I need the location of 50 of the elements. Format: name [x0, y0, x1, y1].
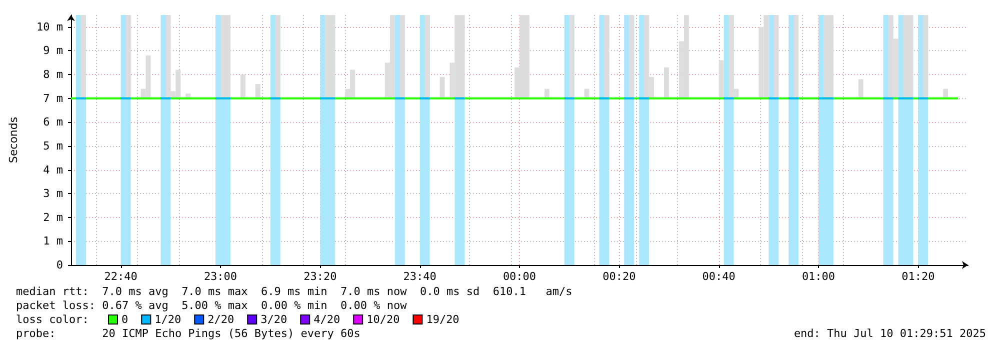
x-tick-label: 23:00: [204, 270, 238, 283]
bar: [126, 15, 131, 98]
bar: [718, 60, 724, 98]
legend-label: 0: [122, 313, 128, 326]
y-tick-label: 1 m: [43, 234, 64, 248]
y-tick-label: 2 m: [43, 210, 64, 224]
legend-title: loss color:: [16, 313, 89, 326]
y-tick-label: 6 m: [43, 116, 64, 129]
text: packet loss: 0.67 % avg 5.00 % max 0.00 % min 0.00 % now: [16, 299, 407, 312]
bar: [440, 76, 445, 98]
x-tick-label: 00:20: [602, 270, 636, 283]
bar: [80, 15, 86, 98]
y-tick-label: 4 m: [43, 163, 64, 176]
y-tick-label: 3 m: [43, 187, 64, 200]
x-tick-label: 01:20: [902, 270, 935, 283]
text: end: Thu Jul 10 01:29:51 2025: [794, 327, 986, 340]
bar: [240, 74, 246, 98]
bar: [923, 15, 928, 98]
x-tick-label: 01:00: [802, 270, 836, 283]
y-tick-label: 10 m: [36, 20, 64, 34]
y-tick-label: 9 m: [43, 44, 64, 58]
legend-label: 2/20: [208, 313, 234, 326]
bar: [275, 15, 280, 98]
y-tick-label: 5 m: [43, 139, 64, 152]
text: probe: 20 ICMP Echo Pings (56 Bytes) every 60s: [16, 327, 360, 340]
bar: [794, 15, 799, 98]
bar: [604, 15, 610, 98]
y-axis-title: Seconds: [7, 116, 20, 164]
bar: [255, 84, 260, 98]
text: median rtt: 7.0 ms avg 7.0 ms max 6.9 ms min 7.0 ms now 0.0 ms sd 610.1 am/s: [16, 285, 572, 298]
y-tick-label: 7 m: [43, 92, 64, 105]
x-tick-label: 22:40: [104, 270, 138, 283]
x-tick-label: 23:40: [403, 270, 436, 283]
x-tick-label: 00:00: [502, 270, 536, 283]
bar: [774, 15, 779, 98]
legend-label: 19/20: [426, 313, 460, 326]
y-tick-label: 8 m: [43, 68, 64, 82]
x-tick-label: 00:40: [702, 270, 736, 283]
bar: [400, 15, 405, 98]
y-tick-label: 0: [56, 258, 63, 272]
legend-label: 1/20: [154, 313, 182, 326]
bar: [629, 15, 634, 98]
legend-label: 3/20: [260, 313, 288, 326]
x-tick-label: 23:20: [304, 270, 337, 283]
legend-label: 4/20: [314, 313, 340, 326]
bar: [569, 15, 574, 98]
bar: [664, 67, 669, 98]
bar: [424, 15, 430, 98]
bar: [858, 79, 864, 98]
legend-label: 10/20: [366, 313, 400, 326]
